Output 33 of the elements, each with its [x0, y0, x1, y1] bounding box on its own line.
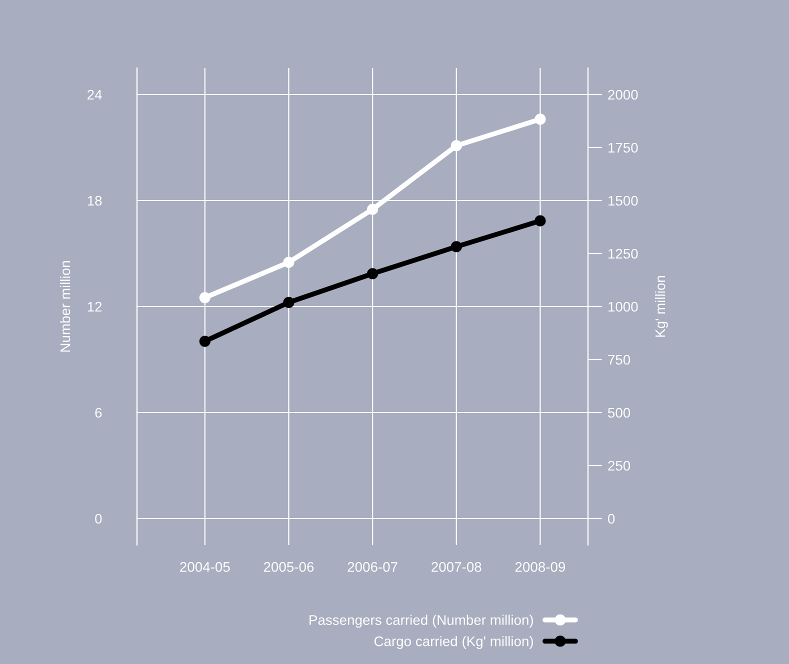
point	[450, 140, 462, 152]
point	[450, 241, 462, 252]
point	[283, 296, 294, 308]
point	[534, 215, 546, 226]
y-tick-label: 24	[88, 90, 102, 100]
legend-label: Passengers carried (Number million)	[310, 614, 533, 628]
y2-tick-label: 1500	[608, 196, 638, 206]
y-tick-label: 0	[95, 514, 102, 524]
point	[199, 336, 210, 347]
point	[367, 268, 378, 280]
y2-tick-label: 1250	[608, 248, 638, 259]
y-axis-title: Number million	[60, 261, 70, 352]
y-tick-label: 6	[95, 408, 102, 418]
y2-tick-label: 2000	[608, 90, 638, 100]
y2-tick-label: 750	[608, 354, 630, 365]
point	[199, 292, 210, 304]
x-tick-label: 2008-09	[515, 562, 566, 572]
point	[367, 204, 378, 215]
y2-tick-label: 1000	[608, 302, 638, 312]
y2-tick-label: 0	[608, 514, 615, 524]
y2-tick-label: 500	[608, 408, 630, 418]
y2-tick-label: 250	[608, 460, 630, 471]
point	[283, 256, 294, 268]
legend-label: Cargo carried (Kg' million)	[374, 636, 533, 649]
y2-tick-label: 1750	[608, 142, 638, 153]
y2-axis-title: Kg' million	[655, 276, 668, 337]
y-tick-label: 18	[88, 196, 102, 206]
x-tick-label: 2007-08	[432, 562, 482, 572]
x-tick-label: 2004-05	[180, 562, 230, 572]
point	[534, 114, 546, 125]
y-tick-label: 12	[88, 302, 102, 312]
x-tick-label: 2005-06	[264, 562, 314, 572]
x-tick-label: 2006-07	[348, 562, 398, 572]
